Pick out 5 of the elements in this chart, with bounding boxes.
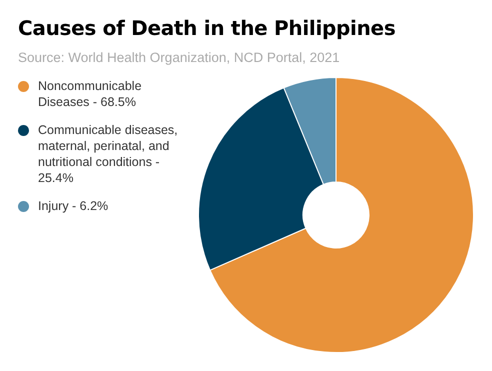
chart-subtitle: Source: World Health Organization, NCD Portal, 2021: [18, 50, 340, 65]
legend-label: Noncommunicable Diseases - 68.5%: [38, 79, 142, 109]
legend-label: Injury - 6.2%: [38, 199, 108, 213]
legend-label: Communicable diseases, maternal, perinatal, and nutritional conditions - 25.4%: [38, 123, 178, 185]
chart-title: Causes of Death in the Philippines: [18, 16, 396, 40]
